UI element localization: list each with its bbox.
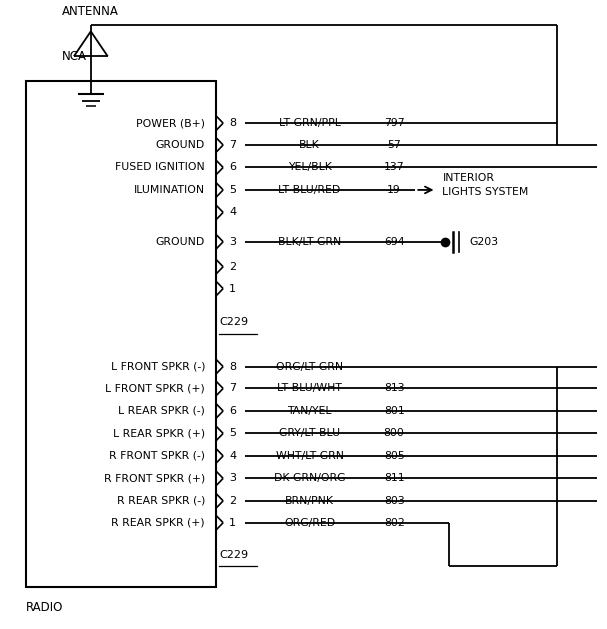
- Text: R REAR SPKR (+): R REAR SPKR (+): [112, 518, 205, 528]
- Text: C229: C229: [219, 550, 248, 560]
- Text: 813: 813: [384, 384, 404, 394]
- Text: 805: 805: [384, 451, 404, 461]
- Text: ILUMINATION: ILUMINATION: [134, 185, 205, 195]
- Text: 6: 6: [229, 162, 236, 172]
- Text: 6: 6: [229, 406, 236, 416]
- Text: 800: 800: [384, 428, 405, 438]
- Text: 803: 803: [384, 496, 404, 506]
- Text: L REAR SPKR (+): L REAR SPKR (+): [113, 428, 205, 438]
- Text: FUSED IGNITION: FUSED IGNITION: [115, 162, 205, 172]
- Text: L REAR SPKR (-): L REAR SPKR (-): [118, 406, 205, 416]
- Text: LT BLU/WHT: LT BLU/WHT: [277, 384, 342, 394]
- Text: 4: 4: [229, 208, 236, 218]
- Text: LT BLU/RED: LT BLU/RED: [279, 185, 341, 195]
- Text: 797: 797: [384, 118, 404, 128]
- Text: L FRONT SPKR (-): L FRONT SPKR (-): [110, 362, 205, 372]
- Text: 3: 3: [229, 474, 236, 484]
- Text: 2: 2: [229, 496, 236, 506]
- Text: RADIO: RADIO: [25, 601, 63, 614]
- Text: BRN/PNK: BRN/PNK: [285, 496, 334, 506]
- Text: C229: C229: [219, 316, 248, 326]
- Text: ANTENNA: ANTENNA: [63, 4, 119, 18]
- Text: POWER (B+): POWER (B+): [136, 118, 205, 128]
- Text: 8: 8: [229, 118, 236, 128]
- Text: BLK: BLK: [299, 140, 320, 150]
- Text: 5: 5: [229, 428, 236, 438]
- Text: 5: 5: [229, 185, 236, 195]
- Text: 2: 2: [229, 262, 236, 272]
- Text: 8: 8: [229, 362, 236, 372]
- Text: ORG/LT GRN: ORG/LT GRN: [276, 362, 343, 372]
- Text: YEL/BLK: YEL/BLK: [288, 162, 331, 172]
- Text: 801: 801: [384, 406, 404, 416]
- Text: 19: 19: [387, 185, 401, 195]
- Text: R FRONT SPKR (-): R FRONT SPKR (-): [109, 451, 205, 461]
- Text: ORG/RED: ORG/RED: [284, 518, 335, 528]
- Text: NCA: NCA: [62, 50, 87, 63]
- Text: BLK/LT GRN: BLK/LT GRN: [278, 237, 341, 247]
- Text: R REAR SPKR (-): R REAR SPKR (-): [117, 496, 205, 506]
- Text: GROUND: GROUND: [156, 140, 205, 150]
- Text: 57: 57: [387, 140, 401, 150]
- Text: DK GRN/ORG: DK GRN/ORG: [274, 474, 345, 484]
- Text: LT GRN/PPL: LT GRN/PPL: [279, 118, 341, 128]
- Text: 802: 802: [384, 518, 404, 528]
- Text: 3: 3: [229, 237, 236, 247]
- Text: 4: 4: [229, 451, 236, 461]
- Text: 694: 694: [384, 237, 404, 247]
- Bar: [25, 81, 216, 587]
- Text: 1: 1: [229, 518, 236, 528]
- Text: TAN/YEL: TAN/YEL: [287, 406, 332, 416]
- Text: 7: 7: [229, 140, 236, 150]
- Text: L FRONT SPKR (+): L FRONT SPKR (+): [105, 384, 205, 394]
- Text: INTERIOR
LIGHTS SYSTEM: INTERIOR LIGHTS SYSTEM: [443, 174, 529, 196]
- Text: WHT/LT GRN: WHT/LT GRN: [276, 451, 344, 461]
- Text: 137: 137: [384, 162, 404, 172]
- Text: GRY/LT BLU: GRY/LT BLU: [279, 428, 340, 438]
- Text: R FRONT SPKR (+): R FRONT SPKR (+): [104, 474, 205, 484]
- Text: GROUND: GROUND: [156, 237, 205, 247]
- Text: 7: 7: [229, 384, 236, 394]
- Text: 1: 1: [229, 284, 236, 294]
- Text: 811: 811: [384, 474, 404, 484]
- Text: G203: G203: [470, 237, 499, 247]
